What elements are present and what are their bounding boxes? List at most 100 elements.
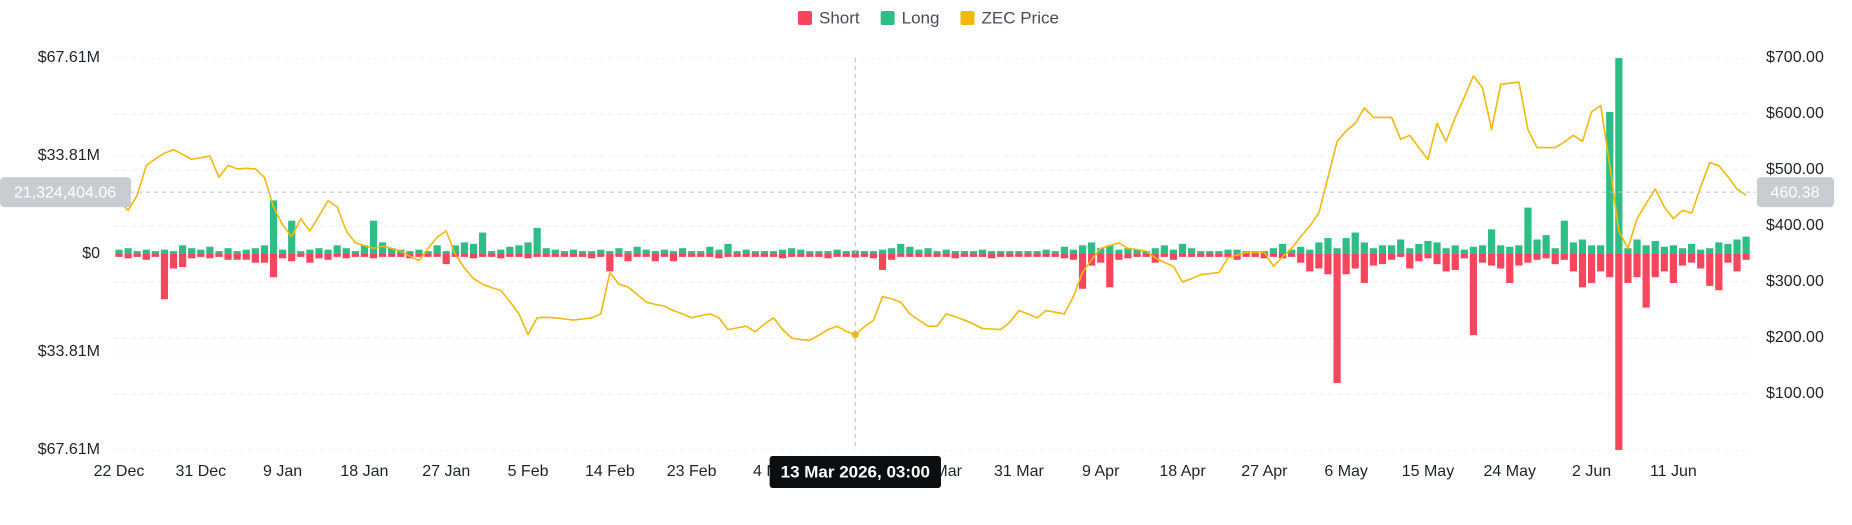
- bar: [697, 251, 705, 254]
- bar: [715, 249, 723, 254]
- bar: [315, 248, 323, 254]
- bar: [878, 254, 887, 270]
- bar: [733, 251, 741, 254]
- bar: [279, 254, 287, 259]
- bar: [1406, 254, 1414, 269]
- bar: [1051, 251, 1059, 254]
- bar: [524, 254, 532, 259]
- bar: [669, 254, 678, 262]
- bar: [233, 251, 241, 254]
- bar: [133, 254, 141, 257]
- bar: [978, 254, 987, 257]
- bar: [351, 251, 359, 254]
- bar: [1106, 245, 1114, 254]
- bar: [1615, 254, 1623, 450]
- bar: [651, 251, 659, 254]
- bar: [1078, 245, 1087, 254]
- bar: [960, 251, 968, 254]
- bar: [1215, 254, 1223, 257]
- bar: [1369, 254, 1378, 266]
- bar: [1715, 254, 1723, 291]
- crosshair-y2-box: [1757, 177, 1834, 208]
- bar: [860, 254, 868, 257]
- bar: [969, 254, 978, 257]
- bar: [724, 254, 732, 257]
- bar: [642, 249, 650, 254]
- bar: [615, 248, 623, 254]
- bar: [506, 246, 514, 254]
- bar: [351, 254, 359, 257]
- bar: [1178, 254, 1187, 257]
- bar: [678, 254, 687, 257]
- x-tick-label: 9 Jan: [263, 463, 302, 480]
- bar: [415, 254, 423, 257]
- bar: [160, 254, 169, 300]
- bar: [797, 249, 805, 254]
- bar: [542, 248, 550, 254]
- bar: [706, 254, 714, 257]
- bar: [424, 251, 432, 254]
- bar: [1478, 254, 1487, 263]
- legend-swatch: [960, 11, 975, 25]
- bar: [1160, 245, 1168, 254]
- bar: [1324, 254, 1332, 275]
- bar: [1188, 248, 1196, 254]
- x-tick-label: 24 May: [1484, 463, 1536, 480]
- bar: [988, 251, 996, 254]
- bar: [1651, 240, 1659, 254]
- bar: [888, 254, 896, 260]
- bar: [379, 242, 387, 254]
- bar: [115, 249, 123, 254]
- bar: [1251, 254, 1259, 257]
- crosshair-y-label: 21,324,404.06: [14, 184, 116, 201]
- bar: [306, 254, 314, 263]
- bar: [969, 251, 978, 254]
- bar: [1560, 254, 1568, 260]
- bar: [924, 254, 932, 257]
- y2-tick-label: $700.00: [1766, 49, 1824, 66]
- bar: [133, 251, 141, 254]
- bar: [1533, 254, 1541, 260]
- bar: [1106, 254, 1114, 288]
- bar: [815, 254, 823, 257]
- bar: [406, 251, 414, 254]
- bar: [1206, 251, 1214, 254]
- bar: [1233, 254, 1241, 260]
- bar: [197, 254, 205, 257]
- bar: [488, 254, 496, 257]
- crosshair-y-box: [0, 177, 131, 208]
- bar: [1415, 243, 1423, 254]
- bar: [778, 249, 787, 254]
- crosshair-x-box: [769, 456, 941, 488]
- bar: [1397, 239, 1405, 254]
- bar: [297, 251, 305, 254]
- bar: [1478, 245, 1487, 254]
- bar: [1587, 245, 1596, 254]
- bar: [1515, 254, 1523, 266]
- bar: [1560, 220, 1568, 254]
- bar: [1497, 245, 1505, 254]
- bar: [869, 254, 878, 259]
- bar: [1487, 254, 1496, 266]
- bar: [706, 246, 714, 254]
- bar: [1342, 238, 1350, 254]
- bar: [1442, 254, 1450, 272]
- bar: [1660, 246, 1668, 254]
- bar: [497, 254, 505, 259]
- x-tick-label: 2 Jun: [1572, 463, 1611, 480]
- bar: [342, 248, 350, 254]
- legend-label: Long: [902, 8, 940, 27]
- bar: [833, 254, 841, 257]
- bar: [615, 254, 623, 257]
- bar: [1742, 254, 1750, 260]
- bar: [179, 245, 187, 254]
- bar: [188, 248, 196, 254]
- legend-swatch: [880, 11, 895, 25]
- bar: [1451, 245, 1459, 254]
- bar: [824, 254, 832, 259]
- bar: [1460, 254, 1468, 259]
- bar: [324, 254, 332, 260]
- y-tick-label: $33.81M: [38, 147, 100, 164]
- bar: [1578, 254, 1587, 288]
- legend-label: ZEC Price: [981, 8, 1058, 27]
